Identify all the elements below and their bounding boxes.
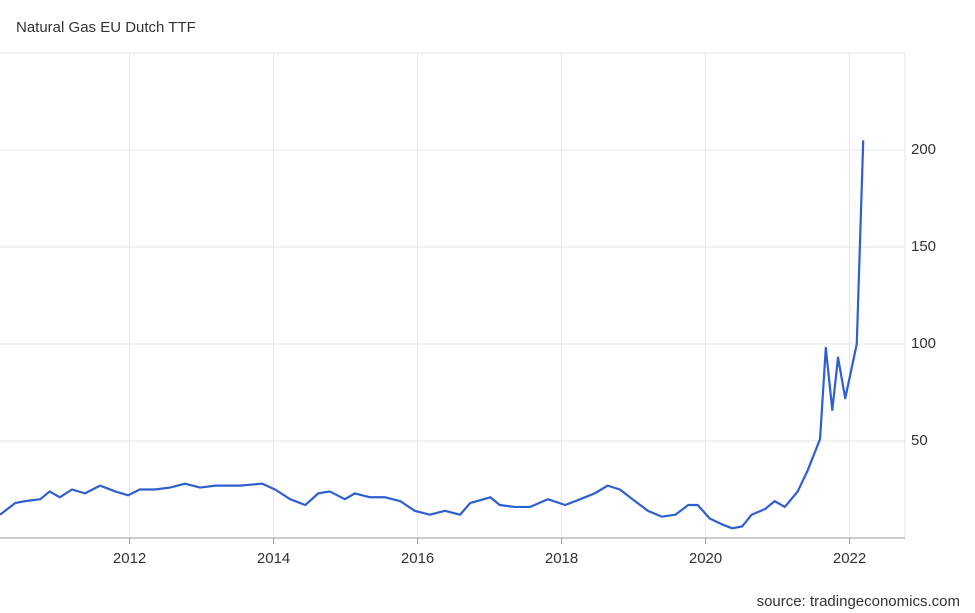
x-tick-label: 2020: [689, 550, 722, 567]
y-tick-label: 150: [911, 238, 936, 255]
x-tick-label: 2016: [401, 550, 434, 567]
chart-title: Natural Gas EU Dutch TTF: [16, 19, 196, 36]
source-note: source: tradingeconomics.com: [757, 593, 960, 610]
x-tick-label: 2012: [113, 550, 146, 567]
x-tick-label: 2018: [545, 550, 578, 567]
y-tick-label: 100: [911, 335, 936, 352]
x-tick-label: 2014: [257, 550, 290, 567]
y-tick-label: 200: [911, 141, 936, 158]
y-tick-label: 50: [911, 432, 928, 449]
series-line: [0, 140, 865, 530]
x-tick-label: 2022: [833, 550, 866, 567]
